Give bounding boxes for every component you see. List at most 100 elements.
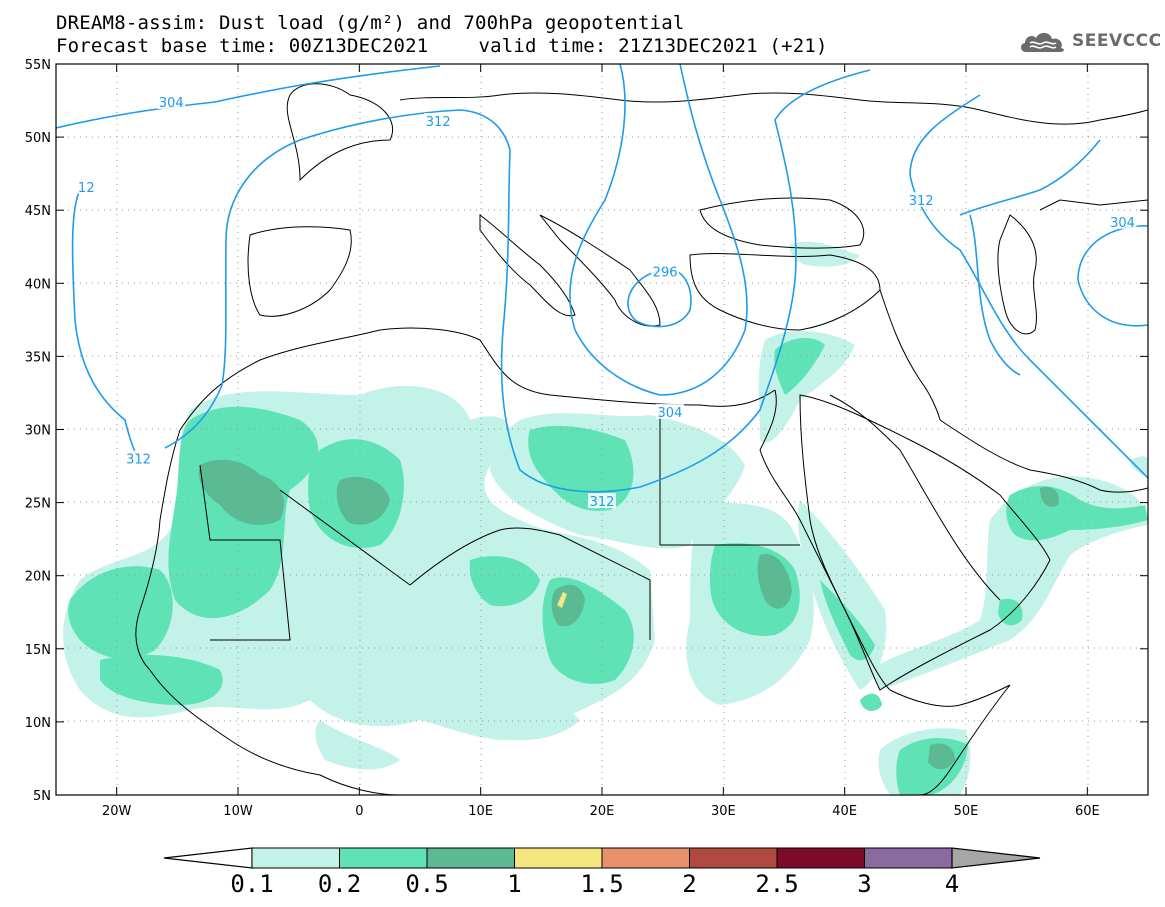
contour-312-west [164, 69, 871, 493]
contour-label: 12 [78, 181, 95, 196]
coast-north-africa [179, 327, 776, 431]
coast-iberia [247, 226, 352, 317]
coast-france-uk [286, 83, 394, 182]
colorbar-segment [776, 847, 865, 869]
lon-tick-label: 60E [1075, 804, 1100, 819]
dust-mid-mali [100, 654, 223, 705]
dust-dark-algeria [336, 476, 390, 525]
coast-west-africa [135, 429, 401, 795]
dust-mid-oman [1006, 485, 1148, 541]
contour-label: 304 [159, 96, 184, 111]
cloud-logo-icon [1020, 32, 1064, 52]
lon-tick-label: 50E [954, 804, 979, 819]
dust-area-chad-south [477, 690, 580, 740]
contour-label: 304 [1110, 216, 1135, 231]
colorbar-segment [251, 847, 340, 869]
coast-turkey [689, 253, 881, 331]
dust-mid-redsea [820, 580, 875, 661]
lat-tick-label: 10N [25, 716, 51, 731]
seevccc-logo: SEEVCCC [1018, 28, 1162, 54]
colorbar-segment [426, 847, 515, 869]
dust-peak-chad [557, 592, 567, 608]
coast-horn-africa [889, 684, 1011, 795]
colorbar-label: 3 [857, 870, 872, 898]
colorbar [163, 847, 1041, 869]
colorbar-segment [689, 847, 778, 869]
contour-label-bg [651, 263, 680, 279]
lat-tick-label: 15N [25, 643, 51, 658]
contour-304-greece-trough [569, 64, 748, 396]
border-kazakh [1039, 199, 1148, 211]
coast-persian-gulf [939, 419, 1148, 493]
contour-304-north [56, 65, 441, 129]
coast-black-sea [699, 197, 865, 249]
geopotential-contours [56, 64, 1148, 493]
dust-mid-libya [528, 425, 634, 511]
dust-area-west-africa-south [315, 720, 400, 770]
lon-tick-label: 20E [590, 804, 615, 819]
contour-label: 312 [909, 194, 934, 209]
lat-tick-label: 20N [25, 570, 51, 585]
longitude-axis: 20W 10W 0 10E 20E 30E 40E 50E 60E [102, 64, 1100, 819]
dust-field [63, 241, 1148, 795]
border-saudi [829, 394, 1001, 601]
latitude-axis: 55N 50N 45N 40N 35N 30N 25N 20N 15N 10N 5N [25, 58, 1148, 804]
border-algeria-mali [279, 489, 411, 586]
contour-312-caucasus [959, 139, 1101, 216]
contour-label: 304 [658, 406, 683, 421]
colorbar-segment [601, 847, 690, 869]
valid-time: valid time: 21Z13DEC2021 (+21) [478, 35, 828, 57]
logo-text: SEEVCCC [1072, 31, 1162, 51]
map-title: DREAM8-assim: Dust load (g/m²) and 700hP… [56, 12, 685, 34]
coast-levant-nile [759, 389, 891, 691]
contour-label-bg [1108, 213, 1137, 229]
lat-tick-label: 50N [25, 131, 51, 146]
dust-mid-levant [774, 338, 825, 395]
dust-dark-somalia [928, 743, 955, 770]
contour-label-bg [124, 450, 153, 466]
contour-312-far-west [71, 189, 141, 461]
lon-tick-label: 0 [355, 804, 363, 819]
colorbar-label: 2.5 [755, 870, 799, 898]
lon-tick-label: 40E [832, 804, 857, 819]
coast-north-europe [399, 92, 1148, 125]
dust-dark-oman [1040, 486, 1059, 507]
dust-area-turkey [789, 241, 860, 267]
dust-dark-chad [551, 584, 585, 627]
dust-dark-sudan [757, 554, 792, 609]
colorbar-label: 2 [682, 870, 697, 898]
lat-tick-label: 45N [25, 204, 51, 219]
contour-312-caspian [969, 214, 1021, 376]
lat-tick-label: 40N [25, 277, 51, 292]
lon-tick-label: 10W [223, 804, 253, 819]
colorbar-label: 0.1 [230, 870, 274, 898]
contour-labels: 304 312 12 312 296 304 312 312 304 [76, 94, 1137, 510]
contour-label: 312 [426, 115, 451, 130]
dust-dark-south-morocco [198, 459, 284, 525]
lon-tick-label: 20W [102, 804, 132, 819]
dust-mid-niger [469, 556, 540, 607]
lat-tick-label: 35N [25, 350, 51, 365]
forecast-base-time: Forecast base time: 00Z13DEC2021 [56, 35, 429, 57]
colorbar-over-triangle [951, 847, 1041, 869]
coast-arabia [799, 394, 1051, 691]
border-mali-mauritania [199, 464, 291, 641]
coast-caspian [997, 214, 1037, 335]
contour-label: 312 [126, 453, 151, 468]
contour-label: 312 [590, 495, 615, 510]
map-subtitle: Forecast base time: 00Z13DEC2021 valid ti… [56, 36, 828, 56]
colorbar-label: 4 [944, 870, 960, 898]
lat-tick-label: 5N [33, 789, 51, 804]
lon-tick-label: 30E [711, 804, 736, 819]
lon-tick-label: 10E [468, 804, 493, 819]
colorbar-label: 0.5 [405, 870, 449, 898]
contour-label-bg [424, 113, 453, 129]
colorbar-label: 0.2 [317, 870, 362, 898]
contour-label-bg [655, 403, 684, 419]
colorbar-segment [514, 847, 603, 869]
contour-label-bg [157, 94, 186, 110]
colorbar-under-triangle [163, 847, 253, 869]
lat-tick-label: 30N [25, 424, 51, 439]
lat-tick-label: 25N [25, 497, 51, 512]
